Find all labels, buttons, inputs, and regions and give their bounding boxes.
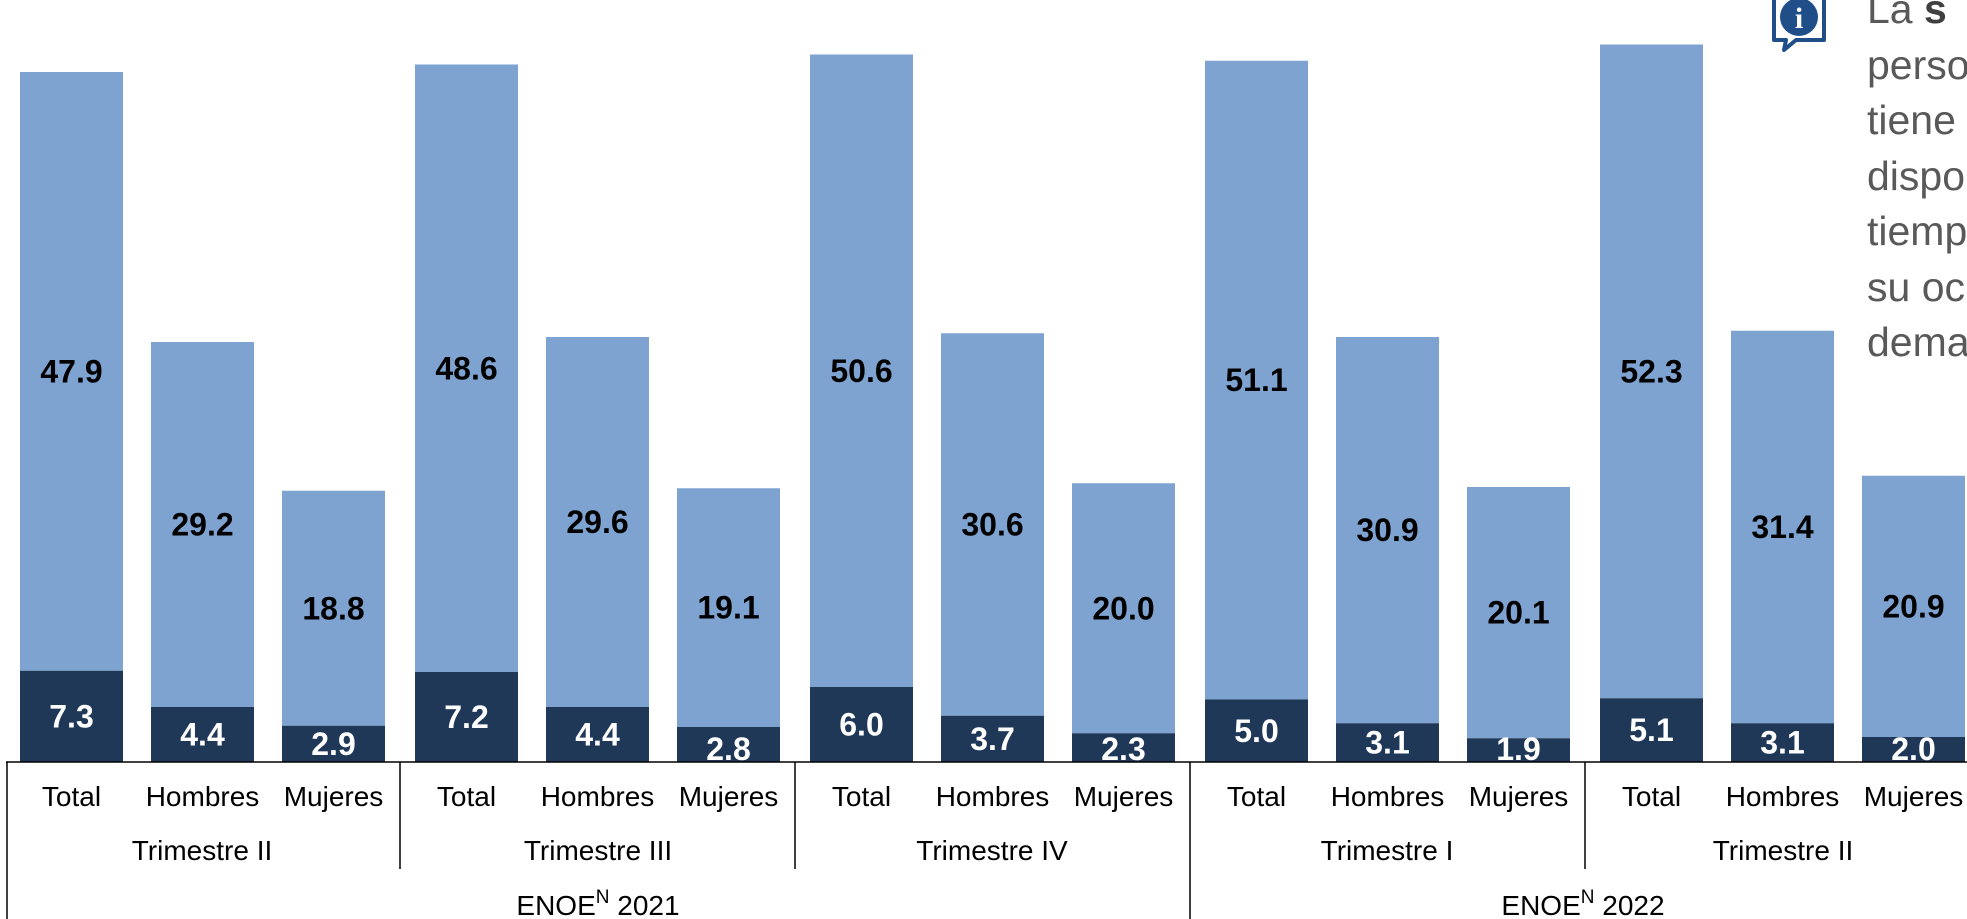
category-tick-label: Total <box>1622 781 1681 812</box>
bar-segment-light <box>151 342 254 707</box>
year-label: ENOEN 2022 <box>1501 887 1664 919</box>
note-lead: La <box>1867 0 1924 32</box>
bar-segment-light <box>810 54 913 687</box>
value-label-dark: 7.2 <box>444 699 488 735</box>
value-label-light: 20.9 <box>1882 588 1944 624</box>
value-label-dark: 3.7 <box>970 721 1014 757</box>
value-label-dark: 4.4 <box>575 717 620 753</box>
bar-segment-dark <box>1467 738 1570 762</box>
value-label-dark: 2.8 <box>706 731 750 767</box>
bar-segment-dark <box>151 707 254 762</box>
bar-segment-light <box>1467 487 1570 739</box>
category-tick-label: Mujeres <box>1074 781 1174 812</box>
value-label-light: 20.0 <box>1092 590 1154 626</box>
category-tick-label: Total <box>437 781 496 812</box>
bar-segment-dark <box>941 715 1044 762</box>
value-label-light: 50.6 <box>830 353 892 389</box>
svg-text:i: i <box>1795 2 1803 35</box>
bar-segment-dark <box>1205 699 1308 762</box>
value-label-light: 47.9 <box>40 353 102 389</box>
category-tick-label: Hombres <box>146 781 260 812</box>
category-tick-label: Mujeres <box>1469 781 1569 812</box>
bar-segment-dark <box>415 672 518 762</box>
value-label-light: 51.1 <box>1225 362 1287 398</box>
value-label-dark: 3.1 <box>1760 725 1804 761</box>
category-tick-label: Mujeres <box>284 781 384 812</box>
value-label-dark: 2.0 <box>1891 731 1935 767</box>
bar-segment-dark <box>677 727 780 762</box>
bar-segment-light <box>546 337 649 707</box>
side-note-text: La s perso tiene dispo tiemp su oc dema <box>1867 0 1967 360</box>
bar-segment-dark <box>20 670 123 762</box>
value-label-dark: 2.9 <box>311 726 355 762</box>
bar-segment-light <box>1600 44 1703 699</box>
note-lines: perso tiene dispo tiemp su oc dema <box>1867 41 1967 361</box>
bar-segment-light <box>20 72 123 671</box>
value-label-light: 20.1 <box>1487 595 1549 631</box>
value-label-dark: 4.4 <box>180 717 225 753</box>
bar-segment-light <box>1336 337 1439 724</box>
quarter-label: Trimestre I <box>1321 835 1454 866</box>
category-tick-label: Total <box>42 781 101 812</box>
category-tick-label: Total <box>832 781 891 812</box>
value-label-light: 31.4 <box>1751 509 1813 545</box>
value-label-dark: 5.1 <box>1629 712 1673 748</box>
note-bold: s <box>1924 0 1947 32</box>
category-tick-label: Hombres <box>1726 781 1840 812</box>
value-label-dark: 3.1 <box>1365 725 1409 761</box>
bar-segment-dark <box>546 707 649 762</box>
bar-segment-dark <box>1600 698 1703 762</box>
quarter-label: Trimestre II <box>1713 835 1854 866</box>
quarter-label: Trimestre II <box>132 835 273 866</box>
category-tick-label: Mujeres <box>679 781 779 812</box>
bar-segment-light <box>677 488 780 727</box>
value-label-light: 29.6 <box>566 504 628 540</box>
category-axis: Total Hombres Mujeres Total Hombres Mujeres To… <box>6 761 1967 919</box>
value-label-light: 29.2 <box>171 507 233 543</box>
year-label: ENOEN 2021 <box>516 887 679 919</box>
value-label-light: 19.1 <box>697 590 759 626</box>
value-label-dark: 2.3 <box>1101 731 1145 767</box>
category-tick-label: Mujeres <box>1864 781 1964 812</box>
bars-layer: 47.9 7.3 29.2 4.4 18.8 2.9 48.6 7.2 29.6 4.4 19.1 2… <box>20 44 1965 767</box>
category-tick-label: Hombres <box>541 781 655 812</box>
value-label-dark: 7.3 <box>49 698 93 734</box>
bar-segment-dark <box>282 725 385 762</box>
bar-segment-light <box>1731 330 1834 724</box>
bar-segment-light <box>1205 60 1308 700</box>
category-tick-label: Hombres <box>1331 781 1445 812</box>
info-speech-bubble-icon: i <box>1772 0 1826 52</box>
bar-segment-light <box>282 490 385 726</box>
bar-segment-dark <box>810 687 913 762</box>
bar-segment-light <box>415 64 518 672</box>
value-label-light: 18.8 <box>302 590 364 626</box>
value-label-dark: 5.0 <box>1234 713 1278 749</box>
value-label-light: 48.6 <box>435 350 497 386</box>
value-label-light: 52.3 <box>1620 353 1682 389</box>
quarter-label: Trimestre III <box>524 835 672 866</box>
value-label-dark: 6.0 <box>839 707 883 743</box>
bar-segment-dark <box>1336 723 1439 762</box>
bar-segment-light <box>941 333 1044 716</box>
value-label-light: 30.9 <box>1356 512 1418 548</box>
bar-segment-light <box>1072 483 1175 734</box>
side-note: i La s perso tiene dispo tiemp su oc dema <box>1762 0 1967 360</box>
bar-segment-light <box>1862 475 1965 737</box>
category-tick-label: Hombres <box>936 781 1050 812</box>
value-label-dark: 1.9 <box>1496 731 1540 767</box>
bar-segment-dark <box>1072 733 1175 762</box>
quarter-label: Trimestre IV <box>916 835 1068 866</box>
category-tick-label: Total <box>1227 781 1286 812</box>
value-label-light: 30.6 <box>961 507 1023 543</box>
bar-segment-dark <box>1862 737 1965 762</box>
bar-segment-dark <box>1731 723 1834 762</box>
